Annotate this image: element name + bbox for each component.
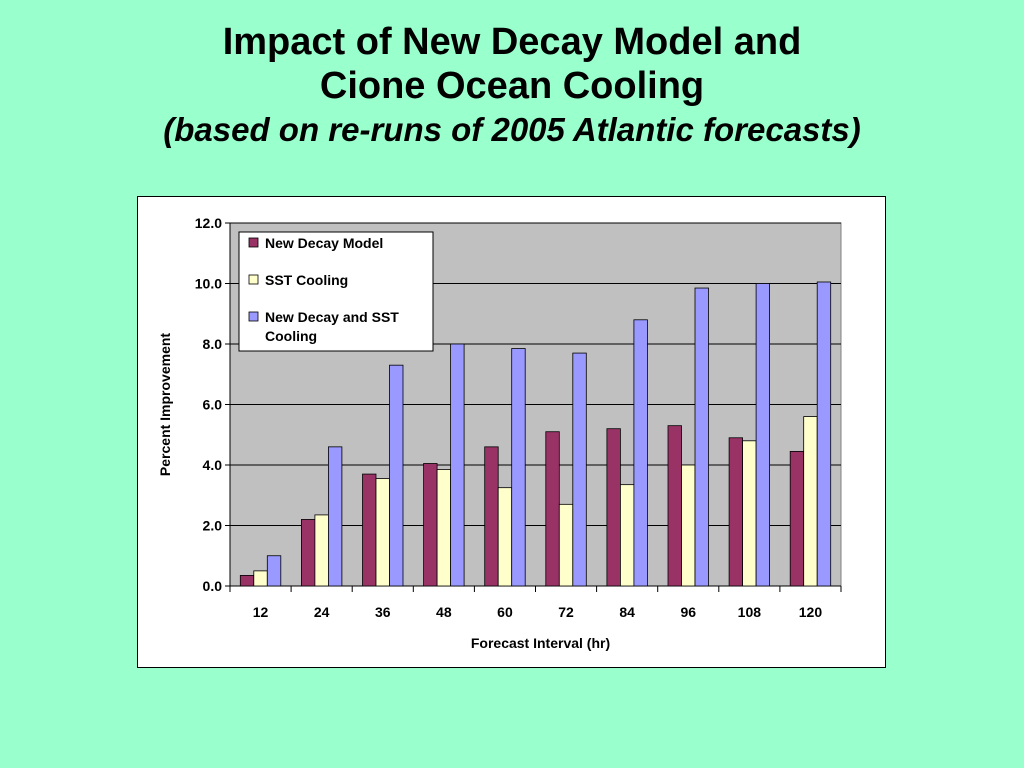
bar-new-decay-model-72 <box>545 431 560 587</box>
bar-new-decay-model-108 <box>728 437 743 587</box>
y-tick-label: 2.0 <box>203 518 223 534</box>
bar-sst-cooling-84 <box>619 484 635 587</box>
x-tick-label: 84 <box>619 604 635 620</box>
bar-new-decay-and-sst-cooling-96 <box>694 287 709 587</box>
x-tick-label: 72 <box>558 604 574 620</box>
x-tick-label: 60 <box>497 604 513 620</box>
y-tick-label: 0.0 <box>203 578 223 594</box>
legend-label-3: New Decay and SST Cooling <box>265 309 399 344</box>
x-tick-label: 96 <box>680 604 696 620</box>
y-tick-label: 4.0 <box>203 457 223 473</box>
slide-title: Impact of New Decay Model and Cione Ocea… <box>0 20 1024 152</box>
y-tick-label: 10.0 <box>195 276 222 292</box>
x-tick-label: 36 <box>375 604 391 620</box>
legend-label-1: New Decay Model <box>265 235 383 251</box>
bar-new-decay-model-24 <box>300 519 316 587</box>
bar-new-decay-model-48 <box>423 463 438 587</box>
bar-new-decay-model-12 <box>239 575 255 587</box>
x-tick-label: 48 <box>436 604 452 620</box>
x-tick-label: 12 <box>253 604 269 620</box>
bar-new-decay-model-36 <box>362 473 377 587</box>
bar-new-decay-and-sst-cooling-48 <box>450 343 465 587</box>
bar-sst-cooling-108 <box>742 440 757 587</box>
bar-new-decay-and-sst-cooling-120 <box>816 281 832 587</box>
legend-swatch-2 <box>248 274 259 285</box>
y-tick-label: 6.0 <box>203 397 223 413</box>
x-tick-label: 120 <box>799 604 823 620</box>
bar-new-decay-and-sst-cooling-36 <box>389 364 404 587</box>
bar-sst-cooling-24 <box>314 514 329 587</box>
legend-label-2: SST Cooling <box>265 272 348 288</box>
x-tick-label: 108 <box>738 604 762 620</box>
title-line-1: Impact of New Decay Model and <box>222 21 802 63</box>
bar-sst-cooling-12 <box>253 570 268 587</box>
legend-swatch-3 <box>248 311 259 322</box>
y-axis-label: Percent Improvement <box>157 333 173 476</box>
bar-sst-cooling-96 <box>681 464 696 587</box>
chart-container: 0.0 2.0 4.0 6.0 8.0 10.0 12.0 12 24 36 48 60 72 84 96 1… <box>137 196 886 668</box>
bar-new-decay-and-sst-cooling-72 <box>572 352 587 587</box>
bar-new-decay-and-sst-cooling-84 <box>633 319 648 587</box>
y-tick-label: 8.0 <box>203 336 223 352</box>
x-tick-label: 24 <box>314 604 330 620</box>
bar-sst-cooling-72 <box>558 503 574 587</box>
bar-new-decay-and-sst-cooling-108 <box>755 283 770 587</box>
bar-new-decay-and-sst-cooling-60 <box>511 348 526 587</box>
bar-new-decay-model-96 <box>667 425 682 587</box>
bar-sst-cooling-120 <box>803 416 818 587</box>
bar-chart: 0.0 2.0 4.0 6.0 8.0 10.0 12.0 12 24 36 48 60 72 84 96 1… <box>157 215 842 651</box>
bar-sst-cooling-48 <box>436 469 452 587</box>
legend-swatch-1 <box>248 237 259 248</box>
bar-new-decay-model-120 <box>789 450 805 587</box>
bar-new-decay-model-60 <box>484 446 499 587</box>
title-line-2: Cione Ocean Cooling <box>319 65 705 107</box>
y-tick-label: 12.0 <box>195 215 222 231</box>
bar-sst-cooling-60 <box>497 487 513 587</box>
bar-new-decay-and-sst-cooling-12 <box>266 555 282 587</box>
title-subtitle: (based on re-runs of 2005 Atlantic forec… <box>163 111 861 148</box>
legend <box>238 231 434 352</box>
bar-new-decay-and-sst-cooling-24 <box>327 446 343 587</box>
bar-new-decay-model-84 <box>606 428 621 587</box>
bar-sst-cooling-36 <box>375 478 390 587</box>
x-axis-label: Forecast Interval (hr) <box>471 635 610 651</box>
